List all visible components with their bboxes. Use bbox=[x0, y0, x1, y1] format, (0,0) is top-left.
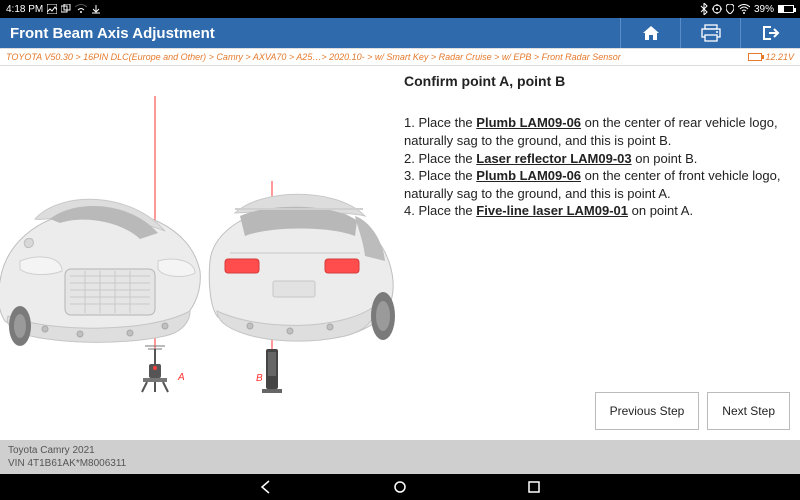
main-content: A B Confirm point A, point B 1. Place th… bbox=[0, 66, 800, 440]
home-icon bbox=[641, 24, 661, 42]
location-icon bbox=[712, 4, 722, 14]
instruction-step-4: 4. Place the Five-line laser LAM09-01 on… bbox=[404, 202, 790, 220]
bluetooth-icon bbox=[700, 3, 708, 15]
voltage-battery-icon bbox=[748, 53, 762, 61]
location2-icon bbox=[726, 4, 734, 14]
instruction-step-1: 1. Place the Plumb LAM09-06 on the cente… bbox=[404, 114, 790, 149]
overlap-icon bbox=[61, 4, 71, 14]
android-nav-bar bbox=[0, 474, 800, 500]
wifi-icon bbox=[738, 4, 750, 14]
wifi-weak-icon bbox=[75, 4, 87, 14]
point-b-label: B bbox=[256, 373, 263, 384]
breadcrumb: TOYOTA V50.30 > 16PIN DLC(Europe and Oth… bbox=[0, 48, 800, 66]
breadcrumb-path: TOYOTA V50.30 > 16PIN DLC(Europe and Oth… bbox=[6, 52, 748, 62]
diagram-pane: A B bbox=[0, 66, 398, 440]
next-step-button[interactable]: Next Step bbox=[707, 392, 790, 430]
home-button[interactable] bbox=[620, 18, 680, 48]
battery-icon bbox=[778, 5, 794, 13]
exit-icon bbox=[761, 24, 781, 42]
instruction-step-3: 3. Place the Plumb LAM09-06 on the cente… bbox=[404, 167, 790, 202]
page-title: Front Beam Axis Adjustment bbox=[0, 25, 620, 42]
app-bar: Front Beam Axis Adjustment bbox=[0, 18, 800, 48]
recent-icon[interactable] bbox=[527, 480, 541, 494]
exit-button[interactable] bbox=[740, 18, 800, 48]
reflector-device-b bbox=[262, 349, 282, 393]
android-status-bar: 4:18 PM 39% bbox=[0, 0, 800, 18]
laser-device-a bbox=[142, 346, 168, 392]
print-icon bbox=[700, 24, 722, 42]
battery-pct: 39% bbox=[754, 4, 774, 15]
point-a-label: A bbox=[177, 372, 185, 383]
instruction-step-2: 2. Place the Laser reflector LAM09-03 on… bbox=[404, 150, 790, 168]
previous-step-button[interactable]: Previous Step bbox=[595, 392, 700, 430]
rear-vehicle bbox=[209, 194, 395, 341]
home-nav-icon[interactable] bbox=[393, 480, 407, 494]
print-button[interactable] bbox=[680, 18, 740, 48]
vehicle-info-footer: Toyota Camry 2021 VIN 4T1B61AK*M8006311 bbox=[0, 440, 800, 474]
vehicle-vin: VIN 4T1B61AK*M8006311 bbox=[8, 457, 792, 470]
image-icon bbox=[47, 4, 57, 14]
download-icon bbox=[91, 4, 101, 14]
voltage-value: 12.21V bbox=[765, 52, 794, 62]
vehicle-model: Toyota Camry 2021 bbox=[8, 444, 792, 457]
voltage-indicator: 12.21V bbox=[748, 52, 794, 62]
status-time: 4:18 PM bbox=[6, 4, 43, 15]
instructions-pane: Confirm point A, point B 1. Place the Pl… bbox=[398, 66, 800, 440]
back-icon[interactable] bbox=[259, 480, 273, 494]
instructions-title: Confirm point A, point B bbox=[404, 72, 790, 91]
front-vehicle bbox=[0, 199, 200, 346]
